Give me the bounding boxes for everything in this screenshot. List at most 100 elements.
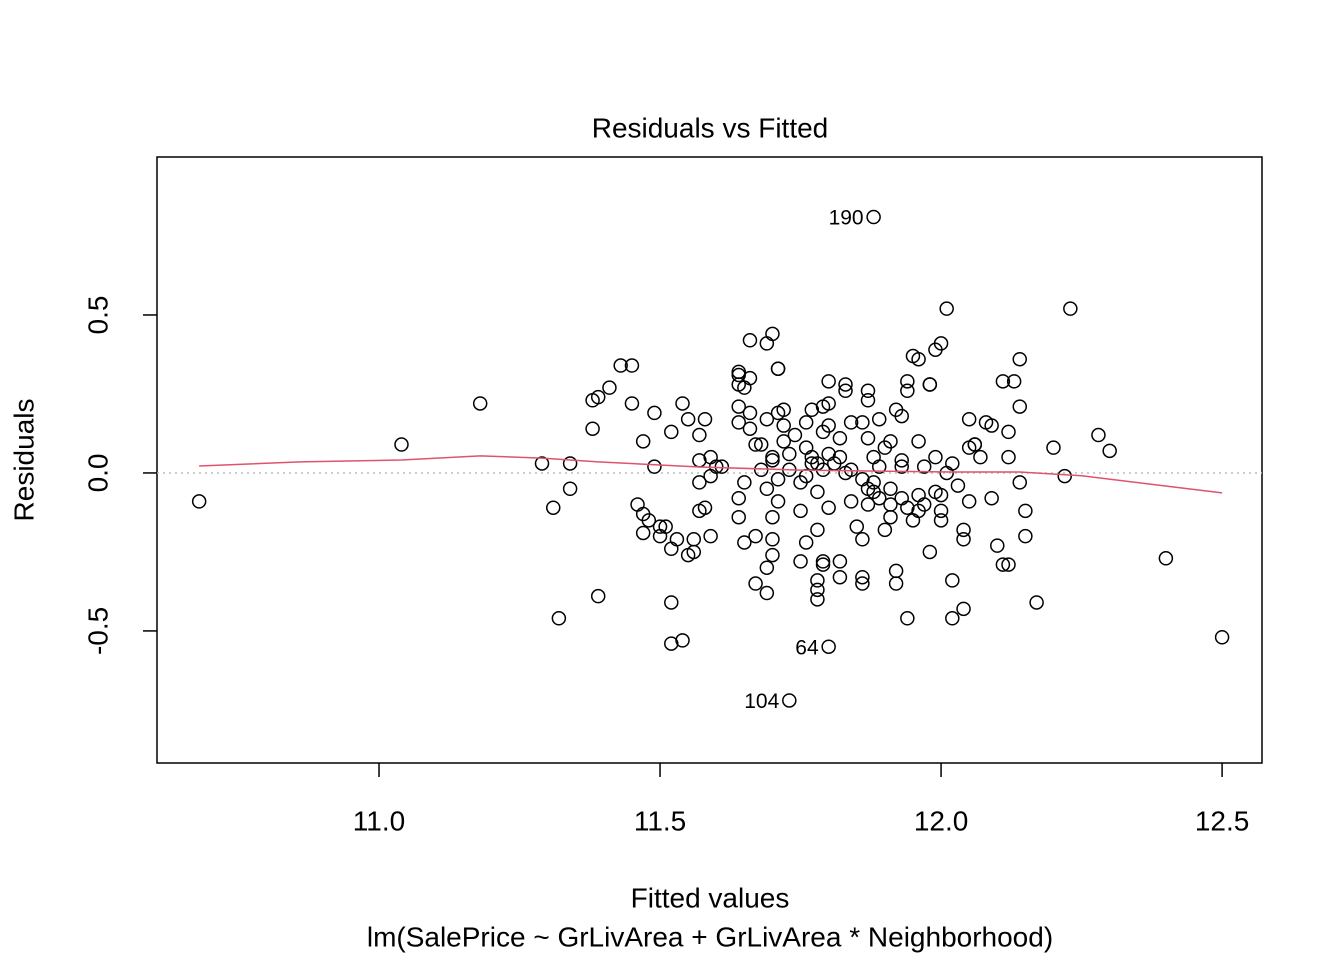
point [894,459,909,474]
point [815,557,831,572]
point [821,500,836,515]
point [956,522,971,538]
point [838,377,853,392]
point [770,361,786,376]
point [776,434,791,449]
point [742,405,758,421]
point [776,402,791,418]
point [692,475,707,490]
point [855,576,870,591]
point [1012,399,1028,414]
x-axis-label: Fitted values [631,882,790,913]
point [731,509,746,525]
point [585,421,600,436]
point [624,396,640,411]
point [860,497,876,512]
point [1012,475,1028,490]
point [793,503,808,519]
point [888,576,904,591]
point [928,449,943,465]
chart-title: Residuals vs Fitted [592,112,829,143]
point [843,415,859,430]
point [647,405,662,421]
point [883,509,898,525]
point [647,459,662,474]
point [793,475,808,490]
point [770,472,786,487]
point [961,411,977,427]
point [759,560,775,575]
point [782,446,797,462]
point [883,434,898,449]
point [748,437,763,452]
point [832,449,848,465]
point [1063,301,1078,316]
point [945,573,960,588]
point [933,336,949,351]
point [1006,374,1022,389]
point [821,396,836,411]
point [810,582,825,598]
x-tick-label: 12.5 [1195,805,1250,836]
point [916,459,932,474]
point [759,585,775,601]
point [394,437,409,452]
point [765,509,780,525]
point [793,554,808,569]
point [703,468,718,484]
point [1012,351,1028,367]
point [860,383,876,399]
point [635,525,651,541]
point [742,370,758,386]
y-tick-label: 0.5 [82,296,113,335]
point [675,396,690,411]
point [911,434,926,449]
point [832,554,848,569]
point [714,459,730,474]
point [883,497,898,512]
point [770,494,786,509]
point [759,336,775,351]
point [562,456,578,471]
point [590,389,606,405]
point [877,522,893,538]
point [900,611,915,626]
point [765,326,780,342]
point [776,418,791,433]
point [1018,528,1033,544]
point [905,513,921,528]
point [911,503,926,519]
point [871,411,887,427]
point [815,554,831,569]
point [545,500,561,515]
point [900,500,915,515]
point [731,415,746,430]
point [551,611,567,626]
point [1018,503,1033,519]
point [855,569,870,585]
point [1214,630,1230,645]
point [753,437,769,452]
point [995,374,1011,389]
point [961,494,977,509]
point [191,494,207,509]
point [731,367,746,383]
point [855,415,870,430]
point [748,528,763,544]
point [984,490,999,506]
y-tick-label: 0.0 [82,453,113,492]
point [832,569,848,585]
point [894,408,909,424]
point [922,377,938,392]
point [759,411,775,427]
point [731,490,746,506]
point [602,380,617,395]
point [956,532,971,547]
point [742,421,758,436]
point [821,446,836,462]
point [860,481,876,497]
point [765,532,780,547]
point [933,513,949,528]
x-tick-label: 11.0 [353,805,405,836]
point [860,393,876,408]
